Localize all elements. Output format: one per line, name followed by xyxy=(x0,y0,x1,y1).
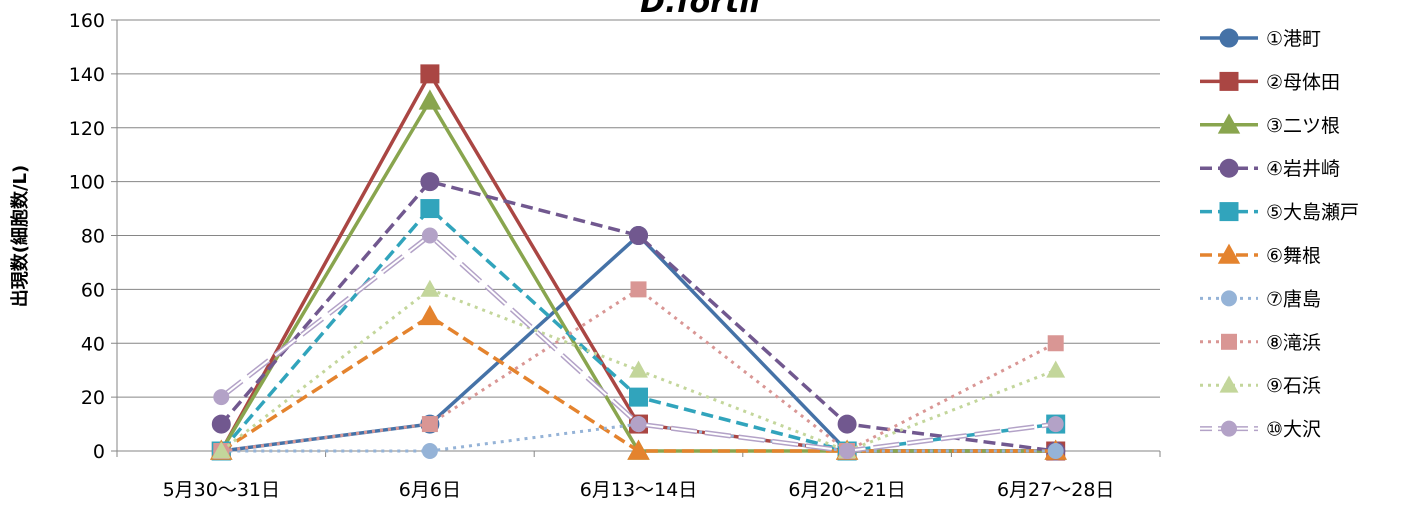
legend-marker xyxy=(1221,290,1237,307)
data-point xyxy=(1047,443,1064,459)
series-10 xyxy=(213,227,1064,459)
x-tick-label: 6月27～28日 xyxy=(997,479,1114,501)
x-tick-label: 5月30～31日 xyxy=(163,479,280,501)
data-point xyxy=(629,387,648,407)
legend-item: ④岩井崎 xyxy=(1200,158,1340,180)
legend-marker xyxy=(1221,420,1237,437)
legend-label: ③二ツ根 xyxy=(1266,115,1340,137)
data-point xyxy=(211,441,231,459)
x-tick-label: 6月20～21日 xyxy=(788,479,905,501)
axes: 0 20 40 60 80 100 120 140 160 5月30～31日 6月6日 6月13～14… xyxy=(69,10,1161,501)
legend-marker xyxy=(1219,202,1239,222)
legend-item: ⑥舞根 xyxy=(1200,243,1321,267)
data-point xyxy=(213,389,230,406)
legend-item: ③二ツ根 xyxy=(1200,113,1340,137)
y-axis-title: 出現数(細胞数/L) xyxy=(9,165,31,308)
series-group xyxy=(210,64,1067,461)
y-tick-label: 60 xyxy=(81,279,105,301)
data-point xyxy=(211,414,231,434)
data-point xyxy=(1047,416,1064,433)
legend-marker xyxy=(1219,375,1239,393)
data-point xyxy=(630,281,647,298)
series-9 xyxy=(211,279,1066,459)
data-point xyxy=(421,443,438,459)
legend-item: ⑨石浜 xyxy=(1200,375,1321,397)
y-tick-label: 140 xyxy=(69,64,105,86)
y-tick-label: 40 xyxy=(81,333,105,355)
data-point xyxy=(629,226,648,245)
data-point xyxy=(1046,360,1066,378)
legend-label: ②母体田 xyxy=(1266,71,1340,93)
data-point xyxy=(421,416,438,433)
data-point xyxy=(420,279,440,297)
y-tick-label: 160 xyxy=(69,10,105,32)
y-tick-label: 120 xyxy=(69,118,105,140)
legend-item: ⑦唐島 xyxy=(1200,288,1321,310)
legend-marker xyxy=(1219,28,1239,48)
data-point xyxy=(420,64,440,84)
y-tick-label: 100 xyxy=(69,172,105,194)
legend-label: ⑧滝浜 xyxy=(1266,332,1321,354)
data-point xyxy=(839,443,856,459)
data-point xyxy=(837,414,857,434)
data-point xyxy=(418,89,442,110)
legend-item: ⑧滝浜 xyxy=(1200,332,1321,354)
data-point xyxy=(418,304,442,326)
y-tick-label: 80 xyxy=(81,226,105,248)
legend-label: ⑦唐島 xyxy=(1266,288,1321,310)
legend: ①港町 ②母体田 ③二ツ根 ④岩井崎 ⑤大島瀬戸 ⑥舞根 ⑦唐島 ⑧滝浜 ⑨石浜 ⑩大沢 xyxy=(1200,28,1359,441)
legend-label: ⑩大沢 xyxy=(1266,419,1321,441)
legend-marker xyxy=(1219,158,1239,178)
y-tick-label: 20 xyxy=(81,387,105,409)
legend-item: ⑩大沢 xyxy=(1200,419,1321,441)
gridlines xyxy=(117,19,1160,398)
series-line xyxy=(219,179,1056,453)
data-point xyxy=(629,360,648,378)
data-point xyxy=(630,416,647,433)
data-point xyxy=(420,199,440,219)
chart-title: D.fortii xyxy=(640,0,760,20)
legend-marker xyxy=(1217,113,1241,134)
legend-marker xyxy=(1221,333,1237,350)
legend-item: ①港町 xyxy=(1200,28,1321,50)
legend-label: ④岩井崎 xyxy=(1266,158,1340,180)
data-point xyxy=(627,439,650,460)
legend-item: ②母体田 xyxy=(1200,71,1340,93)
legend-label: ①港町 xyxy=(1266,28,1321,50)
legend-marker xyxy=(1219,71,1239,91)
data-point xyxy=(1047,335,1064,352)
legend-label: ⑤大島瀬戸 xyxy=(1266,202,1359,224)
series-line xyxy=(220,287,1057,453)
legend-label: ⑨石浜 xyxy=(1266,375,1321,397)
x-tick-label: 6月6日 xyxy=(399,479,461,501)
legend-item: ⑤大島瀬戸 xyxy=(1200,202,1359,224)
x-tick-label: 6月13～14日 xyxy=(580,479,697,501)
data-point xyxy=(420,172,440,192)
legend-label: ⑥舞根 xyxy=(1266,245,1321,267)
legend-marker xyxy=(1217,243,1241,264)
y-tick-label: 0 xyxy=(93,441,105,463)
data-point xyxy=(421,227,438,244)
